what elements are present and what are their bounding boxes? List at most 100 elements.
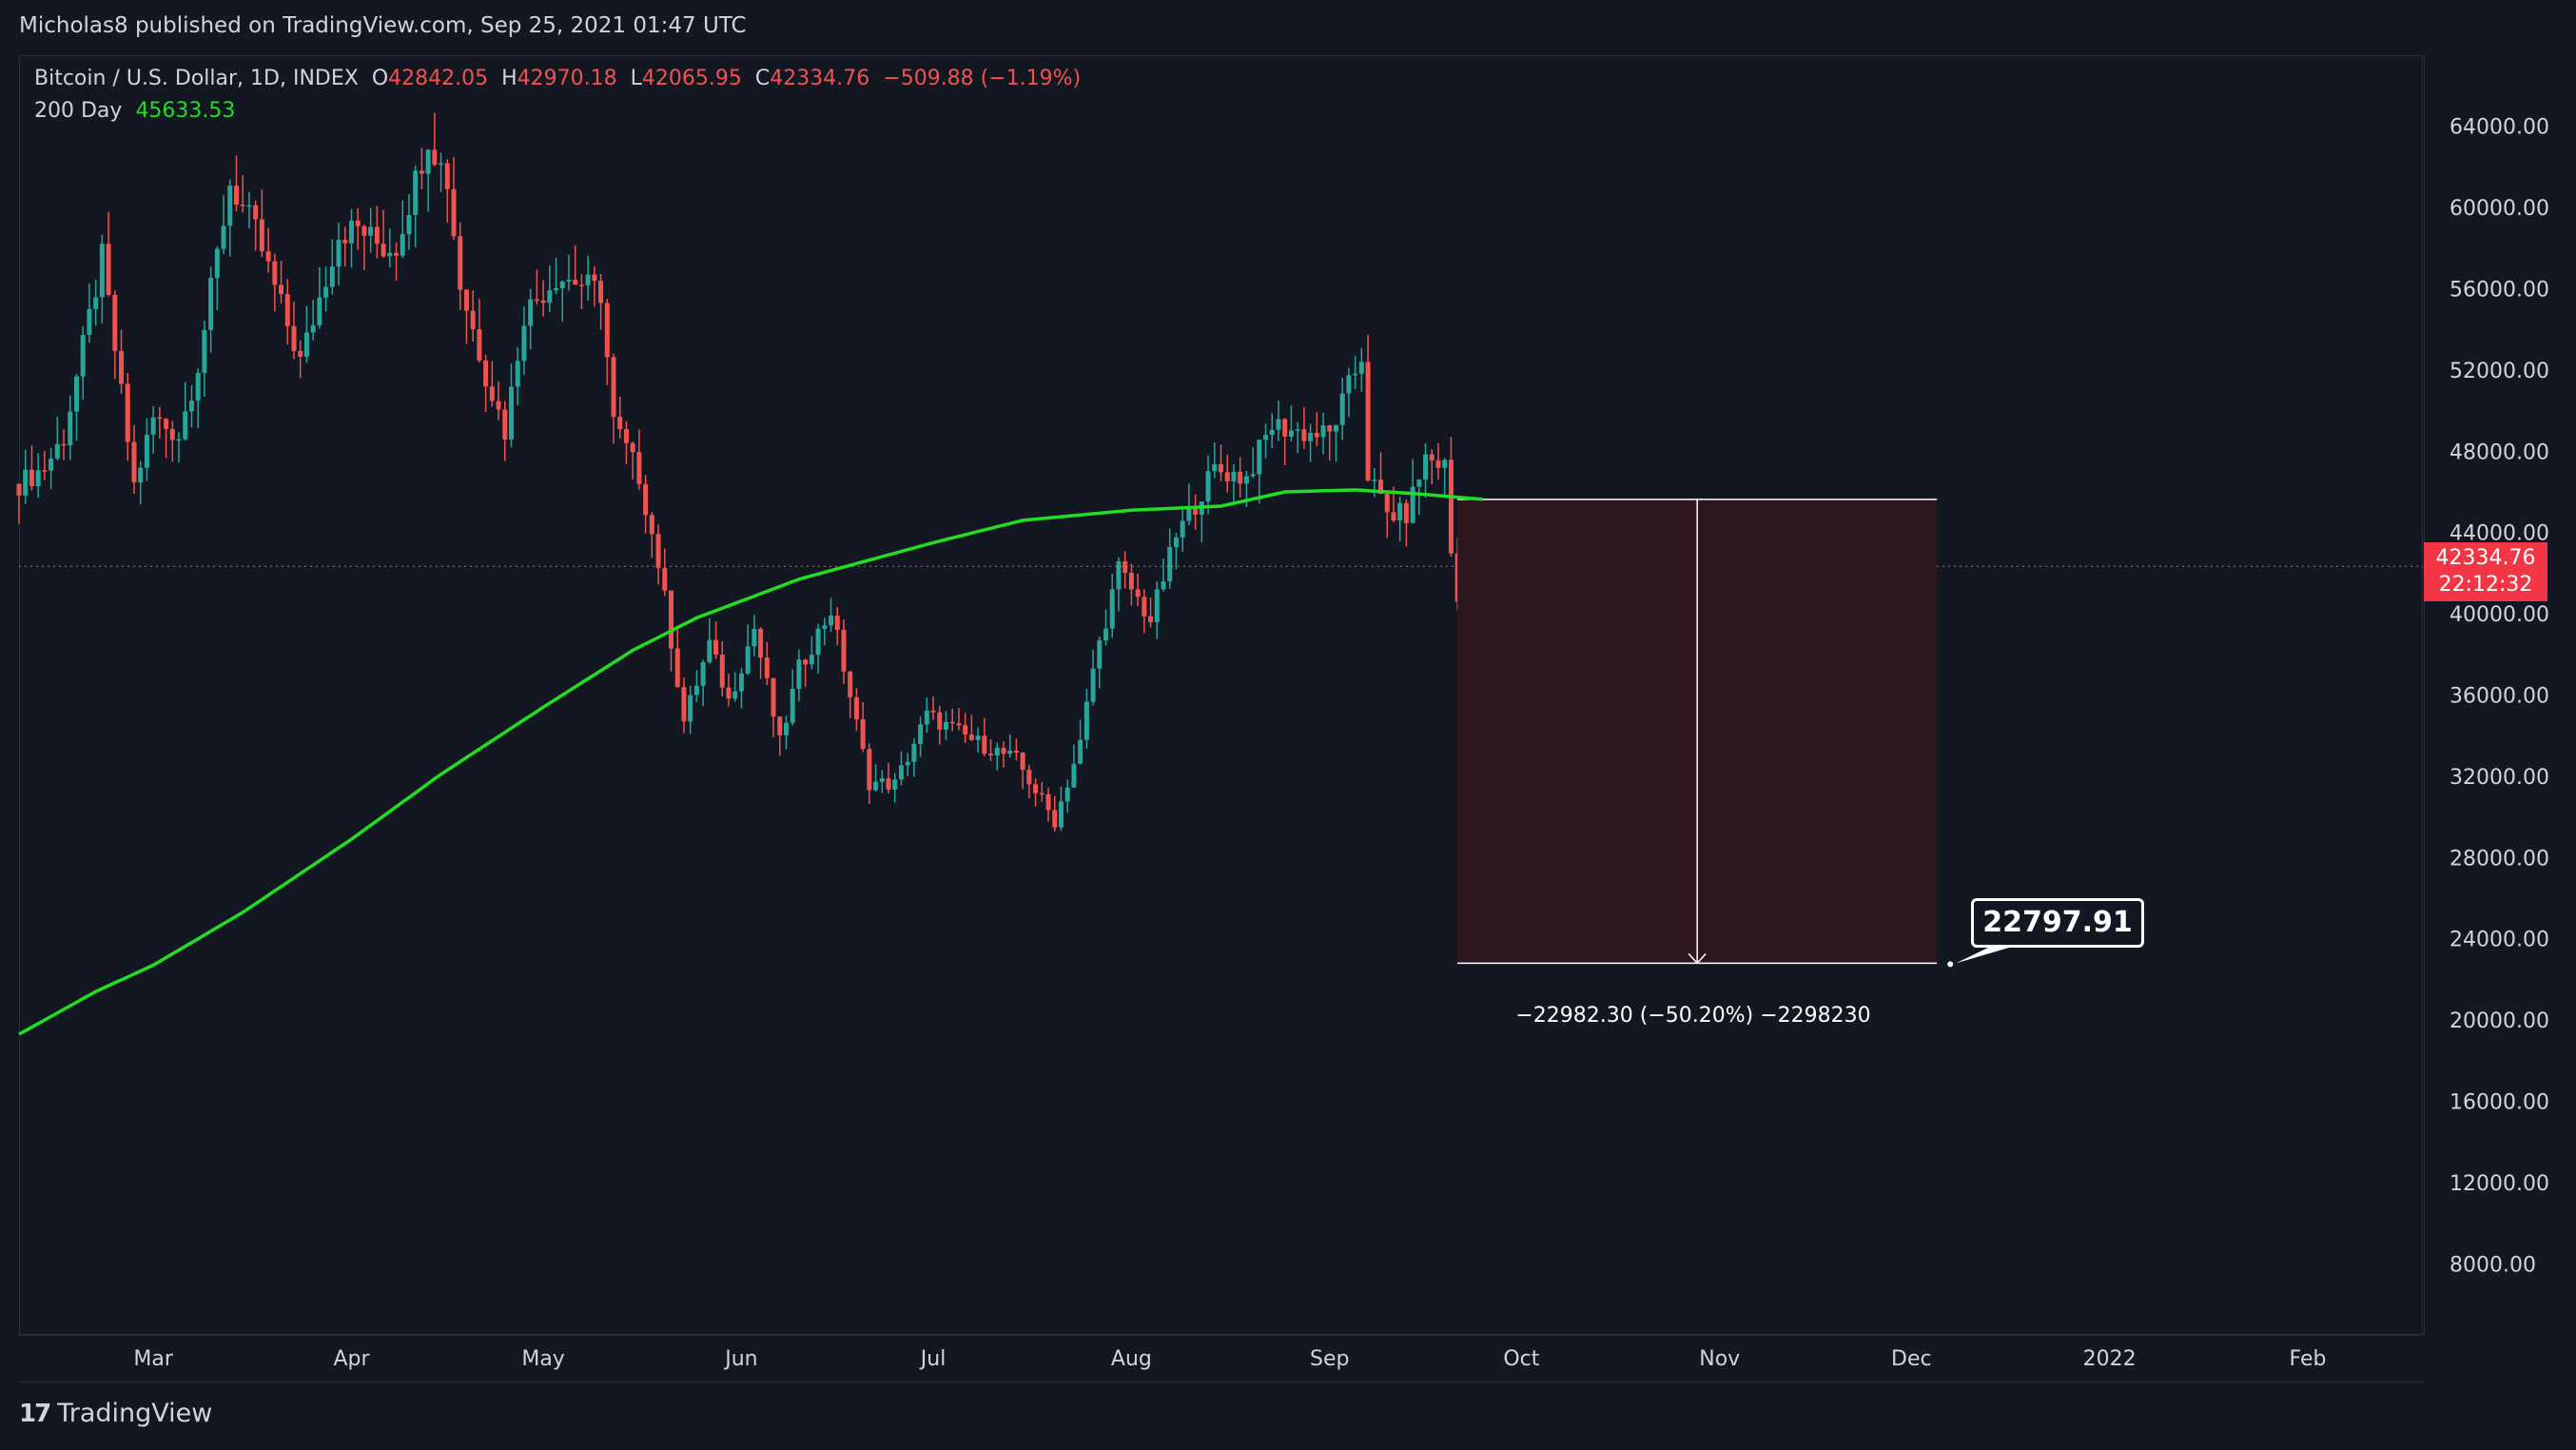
candle-body [400, 234, 405, 256]
legend-ma[interactable]: 200 Day 45633.53 [34, 99, 235, 123]
candle-body [489, 386, 495, 402]
candle-body [1378, 480, 1384, 495]
legend-low: 42065.95 [641, 67, 742, 90]
chart-pane[interactable] [19, 55, 2423, 1335]
candle-body [1372, 480, 1377, 481]
candle-body [119, 350, 125, 384]
candle-body [35, 470, 41, 486]
y-tick-label: 12000.00 [2449, 1172, 2549, 1196]
candle-body [298, 350, 303, 357]
candle-body [713, 639, 719, 656]
y-tick-label: 40000.00 [2449, 603, 2549, 627]
candle-body [975, 735, 981, 740]
tradingview-brand[interactable]: 17 TradingView [19, 1399, 212, 1428]
candle-body [419, 170, 424, 174]
candle-body [726, 687, 732, 699]
candle-body [439, 163, 444, 166]
candle-body [355, 220, 361, 226]
candle-body [483, 360, 489, 387]
last-price-badge: 42334.76 22:12:32 [2424, 542, 2547, 601]
candle-body [834, 616, 840, 631]
y-tick-label: 56000.00 [2449, 279, 2549, 303]
candle-body [413, 170, 419, 216]
candle-body [1288, 430, 1294, 437]
x-tick-label: Apr [333, 1347, 370, 1371]
candle-body [873, 781, 879, 791]
candle-body [463, 289, 469, 311]
candle-body [284, 294, 290, 326]
legend-symbol: Bitcoin / U.S. Dollar, 1D, INDEX [34, 67, 359, 90]
candle-body [1116, 560, 1122, 590]
candle-body [1231, 471, 1237, 482]
candle-body [1416, 480, 1422, 487]
candle-body [1353, 373, 1358, 376]
candle-body [528, 299, 534, 326]
candle-body [771, 677, 776, 717]
candle-body [214, 248, 220, 279]
candle-body [470, 310, 476, 330]
candle-body [1026, 770, 1032, 785]
x-tick-label: Sep [1310, 1347, 1349, 1371]
candle-body [1186, 506, 1192, 521]
candle-body [1103, 628, 1109, 641]
candle-body [169, 428, 175, 441]
candle-body [1269, 429, 1275, 436]
candle-body [61, 443, 67, 446]
candle-body [796, 659, 802, 690]
candle-body [125, 383, 130, 442]
candle-body [1058, 801, 1064, 828]
price-axis[interactable] [2424, 55, 2576, 1335]
candle-body [1327, 425, 1333, 432]
candle-body [208, 278, 214, 330]
candle-body [611, 357, 616, 418]
candle-body [221, 225, 226, 249]
legend-l-label: L [630, 67, 642, 90]
candle-body [1384, 494, 1390, 513]
candle-body [719, 655, 725, 688]
x-tick-label: Aug [1111, 1347, 1152, 1371]
x-ticks: Mar Apr May Jun Jul Aug Sep Oct Nov Dec 2022 Feb [133, 1347, 2326, 1371]
candle-body [87, 308, 92, 336]
candle-body [176, 439, 182, 441]
measure-layer [1457, 499, 2009, 968]
candle-body [1308, 433, 1314, 441]
candle-body [1001, 747, 1006, 754]
candle-body [848, 671, 853, 697]
candle-body [1257, 440, 1262, 475]
y-tick-label: 20000.00 [2449, 1009, 2549, 1033]
candle-body [68, 411, 73, 446]
candle-body [508, 386, 514, 441]
candle-body [310, 324, 316, 333]
candle-body [559, 281, 565, 288]
y-tick-label: 32000.00 [2449, 766, 2549, 790]
candle-body [860, 719, 866, 750]
candle-body [898, 765, 904, 780]
candle-body [573, 280, 578, 285]
candle-body [112, 294, 118, 351]
candle-body [643, 483, 649, 516]
candle-body [329, 266, 335, 287]
candle-body [1219, 463, 1223, 473]
candle-body [521, 325, 527, 362]
candle-body [1109, 589, 1115, 629]
candle-body [578, 284, 584, 286]
candle-body [1142, 597, 1147, 617]
candle-body [783, 722, 789, 735]
candle-body [1224, 472, 1230, 482]
x-tick-label: Oct [1503, 1347, 1539, 1371]
target-callout[interactable]: 22797.91 [1971, 898, 2144, 948]
candle-body [42, 470, 48, 472]
candle-body [279, 284, 284, 295]
x-tick-label: Dec [1891, 1347, 1932, 1371]
candle-body [99, 244, 105, 298]
candle-body [150, 417, 156, 435]
top-bar: Micholas8 published on TradingView.com, … [0, 0, 2576, 55]
candle-body [1020, 752, 1025, 771]
candle-body [949, 721, 955, 724]
candle-body [598, 281, 604, 304]
x-tick-label: 2022 [2083, 1347, 2137, 1371]
candle-body [892, 779, 898, 790]
candle-body [1282, 419, 1288, 437]
time-axis[interactable] [19, 1335, 2423, 1382]
